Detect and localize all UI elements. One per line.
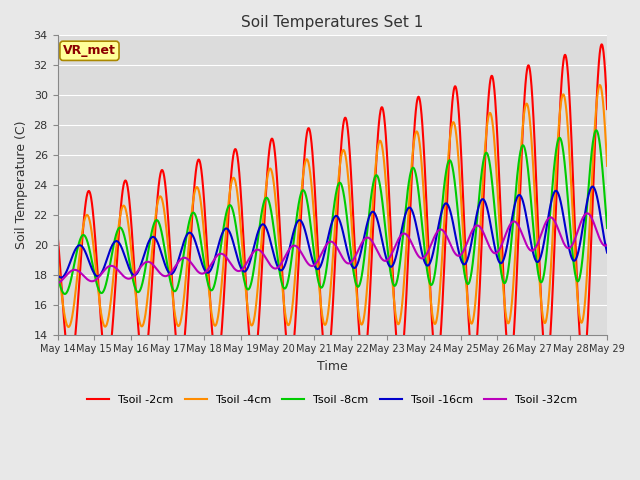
Y-axis label: Soil Temperature (C): Soil Temperature (C) bbox=[15, 120, 28, 249]
Tsoil -4cm bbox=[588, 191, 595, 197]
Tsoil -16cm bbox=[57, 275, 65, 280]
Tsoil -8cm bbox=[307, 221, 314, 227]
Tsoil -4cm bbox=[596, 82, 604, 88]
Tsoil -16cm bbox=[604, 250, 611, 255]
Tsoil -32cm bbox=[584, 210, 591, 216]
Legend: Tsoil -2cm, Tsoil -4cm, Tsoil -8cm, Tsoil -16cm, Tsoil -32cm: Tsoil -2cm, Tsoil -4cm, Tsoil -8cm, Tsoi… bbox=[83, 391, 582, 410]
Tsoil -32cm bbox=[321, 244, 328, 250]
Tsoil -2cm bbox=[604, 106, 611, 112]
Tsoil -2cm bbox=[82, 201, 90, 207]
X-axis label: Time: Time bbox=[317, 360, 348, 373]
Line: Tsoil -32cm: Tsoil -32cm bbox=[58, 213, 607, 283]
Tsoil -8cm bbox=[604, 225, 611, 231]
Tsoil -16cm bbox=[588, 184, 595, 190]
Tsoil -32cm bbox=[54, 280, 61, 286]
Tsoil -16cm bbox=[54, 272, 61, 278]
Tsoil -2cm bbox=[598, 41, 605, 47]
Line: Tsoil -8cm: Tsoil -8cm bbox=[58, 131, 607, 294]
Tsoil -8cm bbox=[588, 151, 595, 157]
Tsoil -32cm bbox=[486, 245, 494, 251]
Tsoil -8cm bbox=[592, 128, 600, 133]
Title: Soil Temperatures Set 1: Soil Temperatures Set 1 bbox=[241, 15, 424, 30]
Tsoil -4cm bbox=[82, 213, 90, 219]
Tsoil -2cm bbox=[250, 361, 257, 367]
Tsoil -4cm bbox=[486, 110, 494, 116]
Tsoil -4cm bbox=[588, 186, 595, 192]
Tsoil -8cm bbox=[588, 154, 595, 160]
Tsoil -2cm bbox=[486, 76, 494, 82]
Tsoil -2cm bbox=[588, 238, 595, 243]
Tsoil -8cm bbox=[321, 275, 329, 280]
Tsoil -4cm bbox=[54, 256, 61, 262]
Line: Tsoil -4cm: Tsoil -4cm bbox=[58, 85, 607, 327]
Tsoil -16cm bbox=[486, 222, 494, 228]
Tsoil -32cm bbox=[307, 263, 314, 268]
Tsoil -16cm bbox=[321, 248, 329, 254]
Tsoil -4cm bbox=[65, 324, 72, 330]
Tsoil -4cm bbox=[321, 322, 329, 328]
Tsoil -32cm bbox=[588, 214, 595, 220]
Tsoil -16cm bbox=[589, 184, 596, 190]
Tsoil -8cm bbox=[486, 167, 494, 172]
Tsoil -4cm bbox=[307, 172, 314, 178]
Text: VR_met: VR_met bbox=[63, 44, 116, 57]
Tsoil -2cm bbox=[54, 231, 61, 237]
Tsoil -2cm bbox=[307, 132, 314, 137]
Tsoil -32cm bbox=[604, 242, 611, 248]
Tsoil -32cm bbox=[588, 215, 595, 220]
Tsoil -8cm bbox=[54, 273, 61, 278]
Line: Tsoil -16cm: Tsoil -16cm bbox=[58, 187, 607, 277]
Tsoil -2cm bbox=[321, 356, 329, 362]
Tsoil -8cm bbox=[61, 291, 68, 297]
Line: Tsoil -2cm: Tsoil -2cm bbox=[58, 44, 607, 364]
Tsoil -4cm bbox=[604, 163, 611, 169]
Tsoil -16cm bbox=[307, 250, 314, 255]
Tsoil -2cm bbox=[588, 230, 595, 236]
Tsoil -16cm bbox=[588, 185, 595, 191]
Tsoil -16cm bbox=[82, 250, 90, 256]
Tsoil -32cm bbox=[82, 275, 90, 281]
Tsoil -8cm bbox=[82, 235, 90, 240]
